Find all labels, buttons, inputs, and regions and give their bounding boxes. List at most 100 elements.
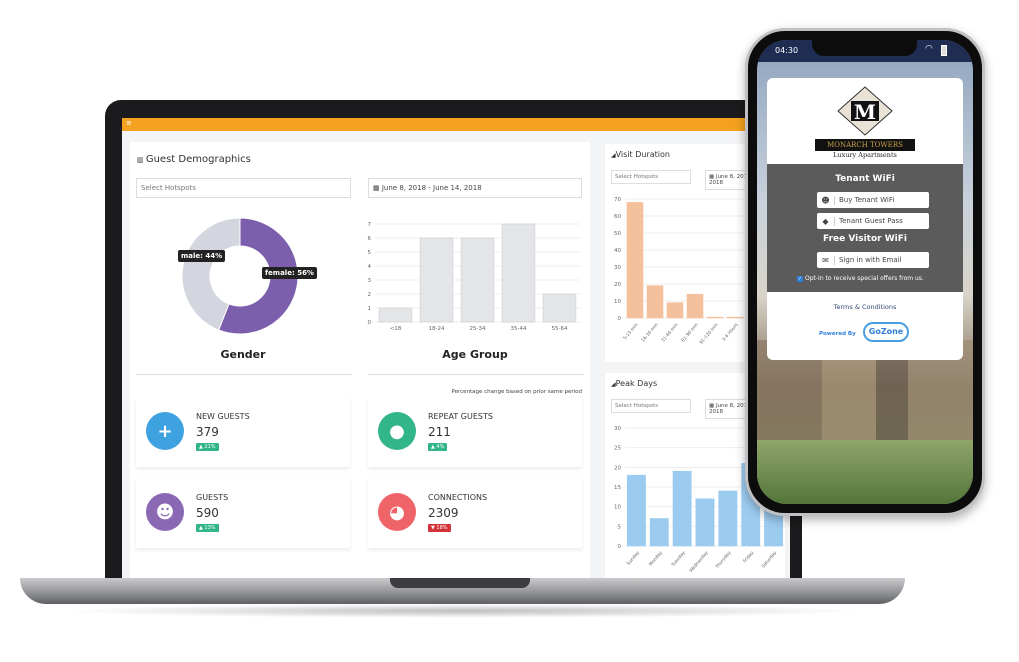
phone-notch	[812, 40, 917, 56]
bar-Tuesday[interactable]	[672, 470, 692, 547]
calendar-icon: ▦	[709, 403, 716, 409]
signal-icon: ◢	[611, 381, 616, 388]
y-tick-label: 30	[614, 265, 621, 271]
donut-slice-female[interactable]	[217, 217, 299, 335]
x-tick-label: Monday	[648, 550, 664, 568]
divider	[136, 374, 352, 375]
stat-value: 379	[196, 425, 219, 439]
y-tick-label: 5	[618, 524, 622, 530]
bar-Thursday[interactable]	[718, 490, 738, 547]
button-label: Tenant Guest Pass	[839, 217, 903, 225]
signal-icon: ◢	[611, 152, 616, 159]
y-tick-label: 1	[368, 306, 372, 312]
bar-31-60 min[interactable]	[666, 302, 684, 319]
x-tick-label: 61-90 min	[680, 322, 699, 344]
powered-by-label: Powered By	[819, 331, 856, 337]
button-label: Buy Tenant WiFi	[839, 196, 895, 204]
optin-row: ✓ Opt-In to receive special offers from u…	[797, 275, 924, 282]
date-range-text: June 8, 2018 - June 14, 2018	[381, 184, 482, 192]
bar-Monday[interactable]	[649, 518, 669, 547]
battery-icon	[941, 45, 947, 56]
y-tick-label: 0	[368, 320, 372, 326]
tenant-guest-pass-button[interactable]: ◆ Tenant Guest Pass	[817, 213, 929, 229]
plus-icon: +	[146, 412, 184, 450]
gozone-logo: GoZone	[863, 322, 909, 342]
monarch-logo: M	[837, 86, 893, 136]
button-label: Sign in with Email	[839, 256, 902, 264]
terms-link[interactable]: Terms & Conditions	[833, 303, 897, 311]
y-tick-label: 0	[618, 316, 622, 322]
y-tick-label: 40	[614, 248, 621, 254]
sign-in-email-button[interactable]: ✉ Sign in with Email	[817, 252, 929, 268]
bar-3-4 Hours[interactable]	[726, 316, 744, 319]
y-tick-label: 10	[614, 299, 621, 305]
change-badge: ▲ 4%	[428, 443, 448, 451]
wifi-icon: ◠	[925, 44, 933, 54]
x-tick-label: Saturday	[761, 550, 779, 570]
clock: 04:30	[775, 46, 799, 55]
globe-icon: ◕	[378, 493, 416, 531]
bar-25-34[interactable]	[460, 237, 495, 323]
visitor-heading: Free Visitor WiFi	[823, 234, 907, 244]
y-tick-label: 5	[368, 250, 372, 256]
donut-slice-male[interactable]	[181, 217, 241, 331]
laptop-screen: ≡ ▥ Guest Demographics Select Hotspots ▦…	[122, 118, 790, 580]
bar-55-64[interactable]	[542, 293, 577, 323]
x-tick-label: 31-60 min	[660, 322, 679, 344]
title-text: Peak Days	[615, 379, 658, 388]
date-range-picker[interactable]: ▦ June 8, 2018 - June 14, 2018	[368, 178, 582, 198]
y-tick-label: 2	[368, 292, 372, 298]
stat-card: ● REPEAT GUESTS 211 ▲ 4%	[368, 397, 582, 467]
bar-61-90 min[interactable]	[686, 293, 704, 319]
wifi-options-panel: Tenant WiFi ☻ Buy Tenant WiFi ◆ Tenant Gue…	[767, 164, 963, 292]
bar-35-44[interactable]	[501, 223, 536, 323]
svg-text:M: M	[854, 100, 876, 124]
hotspot-select[interactable]: Select Hotspots	[611, 399, 691, 413]
stat-card: ◕ CONNECTIONS 2309 ▼ 18%	[368, 478, 582, 548]
visit-duration-chart: 0 10 20 30 40 50 60 70 5-15 min 16-30 min 31-60 mi…	[614, 197, 765, 346]
y-tick-label: 25	[614, 446, 621, 452]
phone-frame: 04:30 ◠ M MONARCH TOWERS Luxury Apartmen…	[745, 28, 985, 516]
stat-value: 590	[196, 506, 219, 520]
x-tick-label: <18	[390, 326, 402, 332]
bar-Sunday[interactable]	[626, 474, 646, 547]
buy-tenant-wifi-button[interactable]: ☻ Buy Tenant WiFi	[817, 192, 929, 208]
hotspot-select[interactable]: Select Hotspots	[611, 170, 691, 184]
stat-label: GUESTS	[196, 493, 229, 502]
bar-<18[interactable]	[378, 307, 413, 323]
tag-icon: ◆	[817, 216, 835, 226]
card-title: ◢Visit Duration	[611, 150, 670, 159]
y-tick-label: 6	[368, 236, 372, 242]
y-tick-label: 15	[614, 485, 621, 491]
status-bar: 04:30 ◠	[757, 40, 973, 62]
x-tick-label: 25-34	[470, 326, 486, 332]
title-text: Guest Demographics	[145, 154, 251, 165]
bar-91-120 min[interactable]	[706, 316, 724, 319]
x-tick-label: 16-30 min	[640, 322, 659, 344]
bar-16-30 min[interactable]	[646, 285, 664, 319]
stat-value: 211	[428, 425, 451, 439]
age-group-chart: 0 1 2 3 4 5 6 7 <18 18-24 25-34 35-44 55-64	[368, 222, 580, 332]
stat-value: 2309	[428, 506, 459, 520]
calendar-icon: ▦	[373, 184, 382, 192]
optin-checkbox[interactable]: ✓	[797, 275, 803, 282]
bar-5-15 min[interactable]	[626, 202, 644, 319]
hotspot-select[interactable]: Select Hotspots	[136, 178, 351, 198]
garden-background	[757, 440, 973, 504]
y-tick-label: 60	[614, 214, 621, 220]
y-tick-label: 70	[614, 197, 621, 203]
y-tick-label: 20	[614, 282, 621, 288]
x-tick-label: 3-4 Hours	[721, 322, 740, 343]
menu-icon[interactable]: ≡	[126, 119, 132, 127]
brand-tagline: Luxury Apartments	[833, 151, 897, 159]
phone-screen: 04:30 ◠ M MONARCH TOWERS Luxury Apartmen…	[757, 40, 973, 504]
stat-label: NEW GUESTS	[196, 412, 250, 421]
user-icon: ●	[378, 412, 416, 450]
bar-Wednesday[interactable]	[695, 498, 715, 547]
x-tick-label: 35-44	[511, 326, 527, 332]
tenant-heading: Tenant WiFi	[835, 174, 895, 184]
brand-name: MONARCH TOWERS	[815, 139, 915, 151]
bar-18-24[interactable]	[419, 237, 454, 323]
stat-card: ☻ GUESTS 590 ▲ 13%	[136, 478, 350, 548]
divider	[368, 374, 584, 375]
